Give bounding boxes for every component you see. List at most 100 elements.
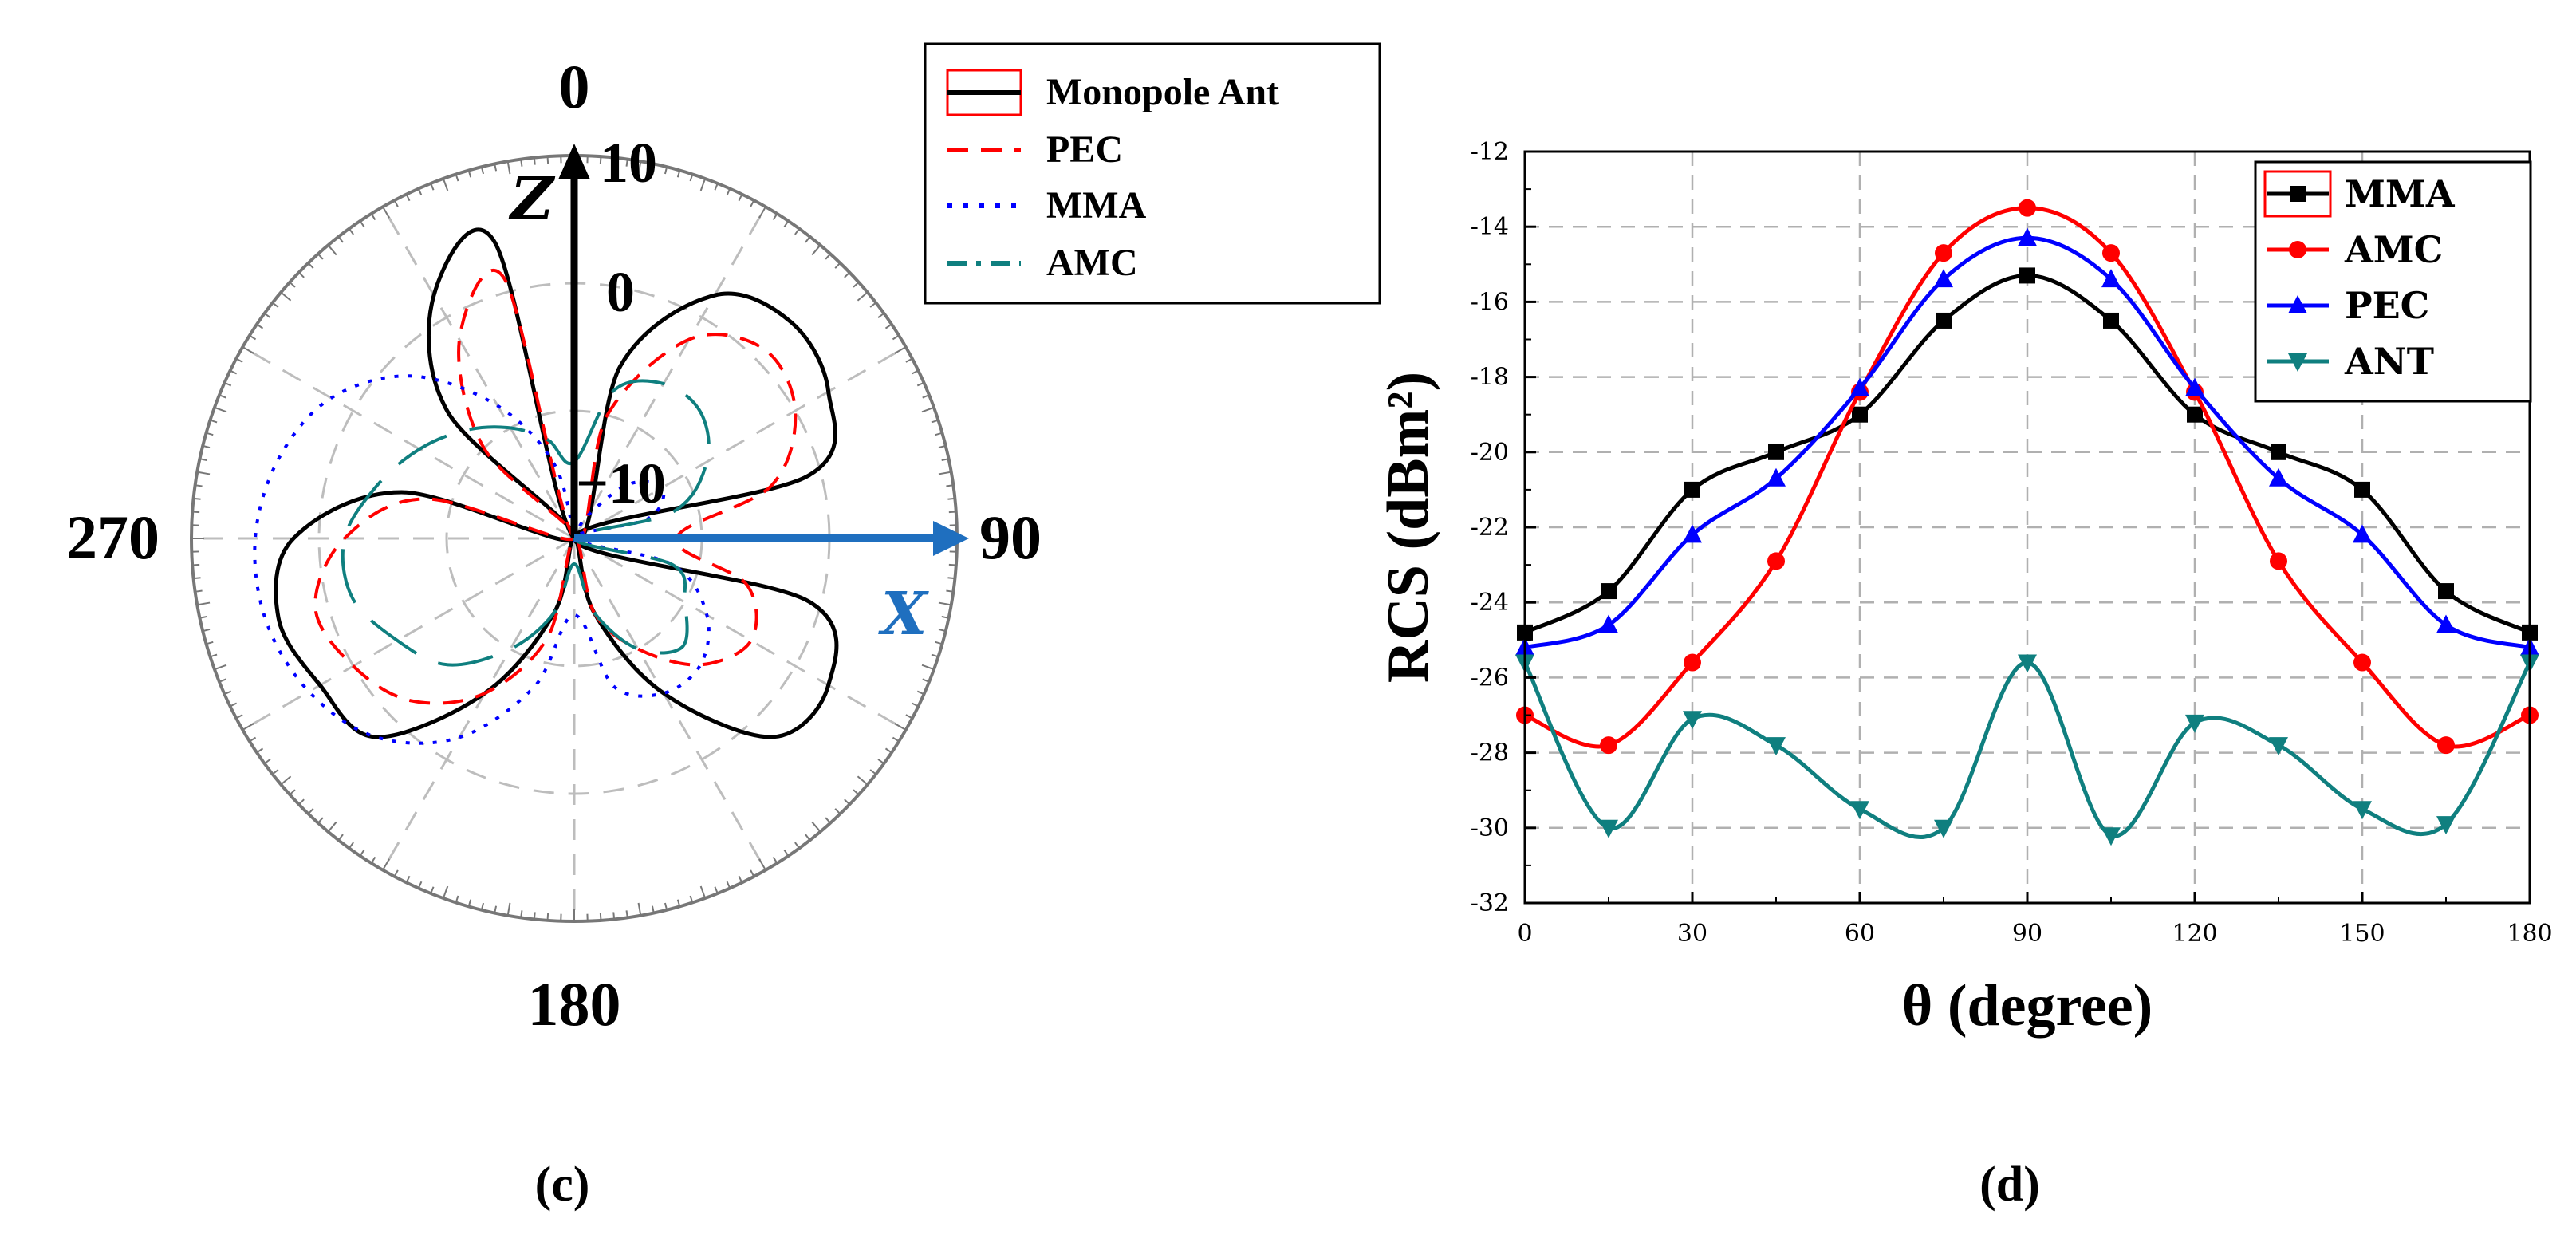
- polar-legend-frame: [924, 42, 1381, 305]
- rcs-ytick-label: -26: [1471, 664, 1509, 692]
- polar-degree-tick: [921, 406, 935, 413]
- polar-degree-tick: [811, 821, 821, 833]
- rcs-point-mma-75: [1936, 312, 1952, 329]
- polar-degree-tick: [289, 282, 296, 288]
- polar-degree-tick: [922, 394, 930, 399]
- polar-degree-tick: [317, 817, 324, 824]
- polar-degree-tick: [946, 484, 954, 487]
- rcs-point-pec-150: [2353, 524, 2372, 543]
- angle-label-180: 180: [528, 969, 621, 1039]
- ring-label-minus10: −10: [576, 451, 666, 515]
- polar-degree-tick: [869, 769, 876, 775]
- polar-degree-tick: [938, 471, 951, 475]
- polar-degree-tick: [494, 164, 498, 172]
- rcs-point-pec-30: [1683, 524, 1702, 543]
- legend-mma-label: MMA: [1046, 184, 1147, 227]
- rcs-ytick-label: -32: [1471, 889, 1509, 917]
- polar-degree-tick: [327, 244, 337, 256]
- polar-degree-tick: [699, 885, 707, 899]
- rcs-point-amc-165: [2437, 736, 2455, 755]
- polar-degree-tick: [467, 170, 472, 178]
- polar-degree-tick: [206, 432, 214, 436]
- polar-degree-tick: [726, 188, 731, 196]
- rcs-point-ant-150: [2353, 801, 2372, 820]
- polar-degree-tick: [359, 220, 365, 228]
- angle-label-0: 0: [559, 52, 590, 121]
- polar-degree-tick: [455, 895, 459, 903]
- polar-degree-tick: [393, 199, 399, 207]
- polar-degree-tick: [214, 406, 227, 413]
- polar-degree-tick: [327, 821, 337, 833]
- polar-degree-tick: [337, 236, 344, 243]
- polar-degree-tick: [249, 334, 257, 341]
- rcs-xtick-label: 60: [1845, 920, 1875, 948]
- polar-degree-tick: [714, 183, 719, 191]
- polar-degree-tick: [249, 736, 257, 743]
- polar-degree-tick: [892, 334, 900, 341]
- polar-degree-tick: [689, 895, 694, 903]
- polar-degree-tick: [905, 357, 913, 363]
- polar-degree-tick: [941, 615, 949, 619]
- polar-degree-tick: [935, 432, 943, 436]
- polar-degree-tick: [430, 183, 435, 191]
- rcs-y-axis-title: RCS (dBm²): [1376, 372, 1441, 683]
- rcs-point-ant-90: [2018, 654, 2037, 673]
- polar-degree-tick: [480, 902, 485, 910]
- rcs-point-ant-135: [2269, 737, 2288, 756]
- rcs-point-mma-135: [2271, 444, 2286, 460]
- rcs-point-amc-45: [1767, 552, 1785, 570]
- polar-degree-tick: [467, 899, 472, 907]
- polar-degree-tick: [382, 858, 390, 871]
- polar-degree-tick: [783, 220, 790, 228]
- polar-degree-tick: [192, 511, 200, 514]
- rcs-point-mma-120: [2187, 406, 2203, 423]
- polar-spoke-120: [573, 537, 907, 731]
- polar-degree-tick: [853, 789, 860, 795]
- polar-degree-tick: [224, 381, 232, 387]
- polar-degree-tick: [905, 714, 913, 720]
- polar-degree-tick: [264, 313, 271, 318]
- polar-degree-tick: [922, 678, 930, 683]
- polar-degree-tick: [199, 458, 207, 462]
- rcs-point-ant-60: [1850, 801, 1869, 820]
- polar-degree-tick: [210, 419, 218, 424]
- rcs-point-mma-15: [1601, 583, 1617, 600]
- legend-monopole-label: Monopole Ant: [1046, 71, 1279, 113]
- polar-degree-tick: [219, 394, 226, 399]
- polar-degree-tick: [938, 444, 946, 449]
- polar-degree-tick: [256, 747, 264, 754]
- angle-label-90: 90: [979, 503, 1042, 572]
- polar-degree-tick: [317, 253, 324, 260]
- rcs-ytick-label: -18: [1471, 364, 1509, 392]
- polar-spoke-30: [573, 206, 767, 539]
- polar-series-amc: [341, 379, 711, 667]
- polar-degree-tick: [916, 690, 924, 696]
- rcs-point-mma-90: [2019, 267, 2035, 284]
- polar-degree-tick: [307, 808, 314, 814]
- polar-degree-tick: [197, 601, 211, 606]
- rcs-point-pec-90: [2018, 227, 2037, 246]
- rcs-point-ant-15: [1599, 819, 1618, 838]
- rcs-point-amc-15: [1600, 736, 1617, 755]
- polar-degree-tick: [948, 563, 956, 566]
- rcs-point-pec-135: [2269, 467, 2288, 487]
- polar-degree-tick: [210, 653, 218, 658]
- polar-degree-tick: [349, 228, 354, 235]
- rcs-legend-highlight-box: [2263, 170, 2332, 218]
- polar-degree-tick: [382, 206, 390, 219]
- polar-degree-tick: [442, 178, 449, 191]
- polar-degree-tick: [206, 641, 214, 645]
- polar-degree-tick: [224, 690, 232, 696]
- rcs-point-ant-75: [1934, 819, 1953, 838]
- rcs-legend-marker-amc: [2289, 241, 2306, 258]
- rcs-panel: 0 30 60 90 120 150 180 -32 -30 -28 -26 -24 -22 -20 -18…: [1376, 138, 2553, 1212]
- polar-degree-tick: [844, 271, 850, 278]
- rcs-point-pec-75: [1934, 269, 1953, 288]
- polar-degree-tick: [264, 759, 271, 764]
- polar-degree-tick: [738, 875, 743, 883]
- rcs-legend-marker-mma: [2290, 186, 2306, 202]
- rcs-xtick-label: 120: [2172, 920, 2217, 948]
- polar-degree-tick: [298, 271, 305, 278]
- rcs-series: [1515, 199, 2539, 846]
- polar-degree-tick: [938, 601, 951, 606]
